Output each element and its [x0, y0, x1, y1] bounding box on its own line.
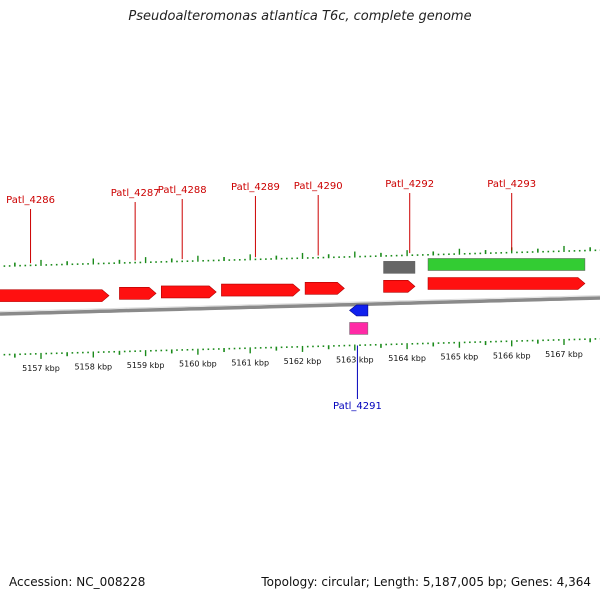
feature-forward-cds-3	[221, 283, 301, 297]
gene-label-Patl_4288: Patl_4288	[158, 185, 207, 196]
scale-label-5159: 5159 kbp	[127, 361, 165, 370]
feature-forward-cds-2	[160, 285, 217, 299]
backbone-layer	[0, 295, 600, 316]
accession-text: Accession: NC_008228	[9, 575, 146, 589]
gene-label-Patl_4293: Patl_4293	[487, 179, 536, 190]
scale-label-5160: 5160 kbp	[179, 360, 217, 369]
scale-label-5161: 5161 kbp	[231, 358, 269, 367]
gene-label-Patl_4292: Patl_4292	[385, 179, 434, 190]
feature-layer	[0, 258, 586, 335]
feature-reverse-cds-9	[349, 304, 369, 317]
gene-label-Patl_4286: Patl_4286	[6, 195, 55, 206]
scale-label-5163: 5163 kbp	[336, 356, 374, 365]
tick-layer: 5157 kbp 5158 kbp 5159 kbp 5160 kbp 5161 kbp…	[3, 245, 600, 373]
genome-summary-text: Topology: circular; Length: 5,187,005 bp…	[261, 575, 591, 589]
scale-label-5165: 5165 kbp	[441, 353, 479, 362]
gene-label-Patl_4287: Patl_4287	[111, 188, 160, 199]
gene-label-Patl_4290: Patl_4290	[294, 181, 343, 192]
backbone-line	[0, 296, 600, 316]
feature-forward-cds-5	[383, 280, 416, 293]
feature-forward-cds-6	[427, 277, 586, 290]
feature-forward-cds-4	[304, 282, 345, 295]
feature-forward-cds-0	[0, 289, 110, 302]
scale-label-5167: 5167 kbp	[545, 350, 583, 359]
scale-label-5158: 5158 kbp	[74, 363, 112, 372]
scale-label-5164: 5164 kbp	[388, 354, 426, 363]
scale-label-5166: 5166 kbp	[493, 351, 531, 360]
gene-label-Patl_4291: Patl_4291	[333, 401, 382, 412]
gene-label-Patl_4289: Patl_4289	[231, 182, 280, 193]
backbone-highlight	[0, 295, 600, 312]
scale-label-5157: 5157 kbp	[22, 364, 60, 373]
map-title: Pseudoalteromonas atlantica T6c, complet…	[128, 9, 472, 24]
feature-forward_outer-green-8	[427, 258, 586, 271]
feature-reverse_outer-trna-11	[349, 322, 369, 335]
feature-forward_outer-gray-7	[383, 261, 416, 274]
feature-forward-cds-1	[119, 287, 157, 300]
scale-label-5162: 5162 kbp	[284, 357, 322, 366]
